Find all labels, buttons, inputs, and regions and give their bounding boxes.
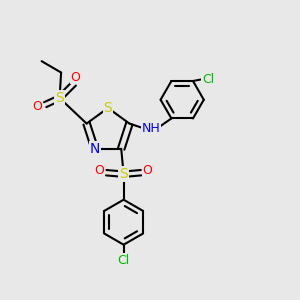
Text: NH: NH <box>142 122 160 135</box>
Text: O: O <box>95 164 105 177</box>
Text: S: S <box>119 167 128 181</box>
Text: N: N <box>90 142 100 156</box>
Text: O: O <box>70 70 80 83</box>
Text: O: O <box>32 100 42 112</box>
Text: S: S <box>103 101 112 115</box>
Text: S: S <box>55 91 64 105</box>
Text: Cl: Cl <box>202 73 214 86</box>
Text: O: O <box>143 164 153 177</box>
Text: Cl: Cl <box>118 254 130 267</box>
